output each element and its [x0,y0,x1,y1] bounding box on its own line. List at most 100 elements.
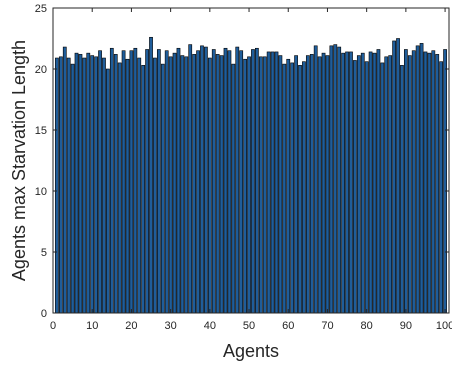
bar [274,51,279,314]
x-axis-label: Agents [223,341,279,361]
bar [176,47,181,314]
x-tick-label: 100 [436,320,452,332]
bar [278,55,283,314]
bar [368,51,373,314]
x-tick-label: 70 [321,320,333,332]
bar [411,50,416,314]
bar [184,56,189,314]
bar [270,51,275,314]
y-tick-label: 5 [41,247,47,259]
bar [235,46,240,314]
bar [196,50,200,314]
bar [427,52,432,314]
bar [309,54,314,314]
bar [145,49,149,314]
bar [356,55,361,314]
bar [58,56,63,314]
bar [94,56,98,314]
bar [431,50,436,314]
bar [102,57,106,314]
bar [55,57,59,314]
bar [180,55,185,314]
bar [239,50,244,314]
bar [337,46,342,314]
bar [106,68,110,314]
bar [109,47,114,314]
bar [262,56,267,314]
bar [388,55,393,314]
bar [286,58,291,314]
bar [164,50,169,314]
bar [149,36,153,314]
bar [349,51,353,314]
bar [62,46,67,314]
bar [439,61,444,314]
bar [415,45,420,314]
bar [168,56,173,314]
bar [188,44,193,314]
bar [313,45,318,314]
bar [392,40,396,314]
bar [160,63,165,314]
x-tick-label: 60 [282,320,294,332]
bar [172,52,177,314]
bar [74,52,79,314]
x-tick-label: 30 [164,320,176,332]
bar [141,65,146,314]
bar [251,49,255,314]
bar [66,57,71,314]
bar [423,51,428,314]
bar [207,57,212,314]
bar [70,63,75,314]
bar [90,55,95,314]
y-axis-label: Agents max Starvation Length [9,40,29,281]
bar [82,57,87,314]
bar [156,49,161,314]
bar [360,52,365,314]
bar [353,60,357,314]
bar [78,54,83,314]
bar [376,49,381,314]
x-tick-label: 90 [400,320,412,332]
y-tick-label: 10 [35,186,47,198]
y-tick-label: 0 [41,308,47,320]
bar [435,54,440,314]
bar [243,58,247,314]
bar [400,65,404,314]
bar [204,46,208,314]
y-tick-label: 25 [35,3,47,15]
bar [443,49,447,314]
bar [231,63,236,314]
bar [419,43,424,314]
x-tick-label: 0 [50,320,56,332]
bar [227,50,232,314]
bar [317,56,322,314]
bar [372,52,377,314]
bar [200,45,204,314]
bar [380,62,385,314]
x-tick-label: 20 [125,320,137,332]
bar [282,63,287,314]
bar [341,52,346,314]
bar [403,49,408,314]
bar [137,57,142,314]
bar [219,55,224,314]
bar [247,56,251,314]
bar [325,55,330,314]
x-tick-label: 50 [243,320,255,332]
bar [329,45,334,314]
bar [258,56,263,314]
bar [125,58,130,314]
bar [153,57,157,314]
bar [211,49,216,314]
bar [290,62,295,314]
bar [223,47,228,314]
x-axis-ticks: 0 10 20 30 40 50 60 70 80 90 100 [50,8,452,332]
bar [215,54,220,314]
plot-frame [52,7,450,314]
bar [364,61,369,314]
y-axis-ticks: 0 5 10 15 20 25 [35,3,449,320]
bar [86,52,91,314]
bar [98,50,102,314]
